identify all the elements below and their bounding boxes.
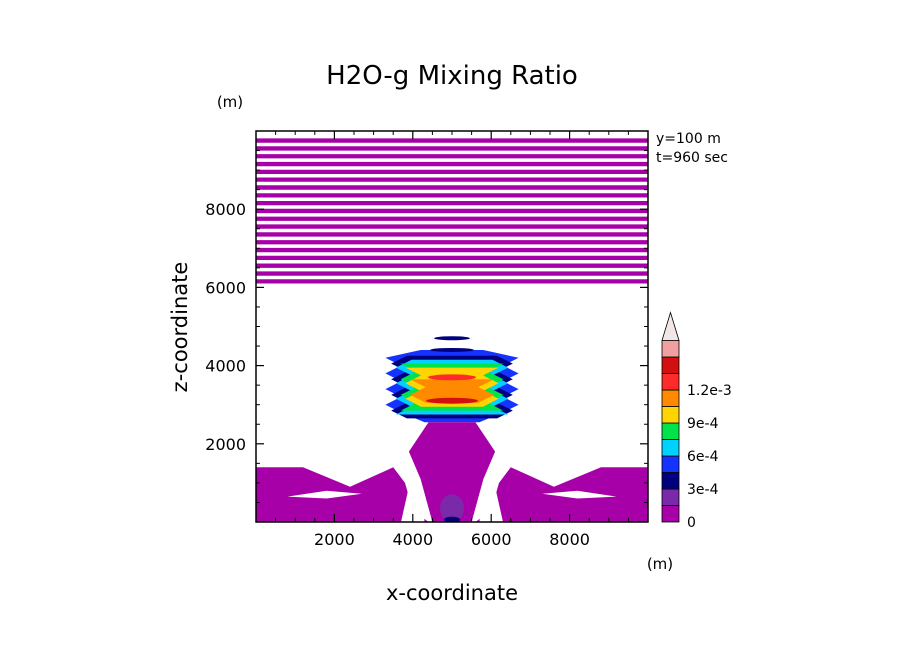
- y-tick-label: 8000: [205, 200, 246, 219]
- contour-plume: [408, 422, 496, 522]
- x-unit-label: (m): [647, 555, 673, 573]
- colorbar-segment: [661, 505, 680, 523]
- contour-band: [256, 263, 648, 268]
- contour-band: [256, 255, 648, 260]
- contour-layer: [256, 138, 648, 522]
- colorbar-segment: [661, 439, 680, 457]
- colorbar-segment: [661, 389, 680, 407]
- contour-band: [256, 138, 648, 143]
- annotation-y: y=100 m: [656, 131, 721, 147]
- contour-gap: [401, 486, 425, 522]
- colorbar-segment: [661, 488, 680, 506]
- y-tick-label: 4000: [205, 357, 246, 376]
- contour-band-dark: [434, 336, 470, 341]
- contour-gap: [542, 490, 617, 499]
- y-tick-label: 6000: [205, 278, 246, 297]
- contour-core-ring: [410, 379, 494, 403]
- contour-core-max: [426, 397, 478, 404]
- y-axis-label: z-coordinate: [168, 262, 192, 393]
- contour-band: [256, 271, 648, 276]
- colorbar-segment: [661, 422, 680, 440]
- colorbar: 0 3e-4 6e-4 9e-4 1.2e-3: [661, 311, 732, 531]
- y-tick-label: 2000: [205, 435, 246, 454]
- colorbar-segment: [661, 356, 680, 374]
- contour-band: [256, 224, 648, 229]
- contour-band: [256, 193, 648, 198]
- contour-gap: [287, 490, 362, 499]
- colorbar-segment: [661, 455, 680, 473]
- contour-band: [256, 232, 648, 237]
- contour-band: [256, 161, 648, 167]
- x-tick-label: 8000: [549, 530, 590, 549]
- contour-band: [256, 185, 648, 190]
- colorbar-tick-label: 6e-4: [687, 449, 719, 465]
- colorbar-segment: [661, 472, 680, 490]
- contour-band: [256, 240, 648, 245]
- contour-band: [256, 279, 648, 284]
- contour-band: [256, 216, 648, 221]
- plot-axes: 2000 4000 6000 8000 2000 4000 6000 8000: [205, 130, 649, 549]
- contour-band: [256, 146, 648, 151]
- colorbar-tick-label: 3e-4: [687, 482, 719, 498]
- colorbar-segment: [661, 373, 680, 391]
- contour-band: [256, 208, 648, 214]
- colorbar-segment: [661, 406, 680, 424]
- contour-plume-base: [440, 494, 464, 522]
- annotation-t: t=960 sec: [656, 150, 728, 166]
- x-tick-label: 2000: [314, 530, 355, 549]
- x-axis-label: x-coordinate: [386, 581, 518, 605]
- contour-band: [256, 169, 648, 174]
- y-unit-label: (m): [217, 93, 243, 111]
- contour-gap: [479, 486, 503, 522]
- x-tick-label: 6000: [471, 530, 512, 549]
- contour-band: [256, 247, 648, 253]
- colorbar-tick-label: 1.2e-3: [687, 383, 732, 399]
- contour-surface-layer: [256, 467, 648, 522]
- contour-field: [256, 138, 648, 522]
- contour-band-dark: [430, 347, 474, 352]
- contour-core-max: [428, 374, 476, 381]
- contour-band: [256, 154, 648, 159]
- x-tick-label: 4000: [392, 530, 433, 549]
- colorbar-extend-arrow: [661, 311, 680, 341]
- contour-band: [256, 201, 648, 206]
- colorbar-tick-label: 0: [687, 515, 696, 531]
- contour-band: [256, 177, 648, 182]
- colorbar-segment: [661, 340, 680, 358]
- chart-title: H2O-g Mixing Ratio: [326, 61, 578, 91]
- colorbar-tick-label: 9e-4: [687, 416, 719, 432]
